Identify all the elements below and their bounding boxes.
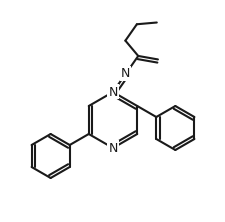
Text: N: N <box>121 67 130 81</box>
Text: N: N <box>108 85 118 99</box>
Text: N: N <box>108 141 118 155</box>
